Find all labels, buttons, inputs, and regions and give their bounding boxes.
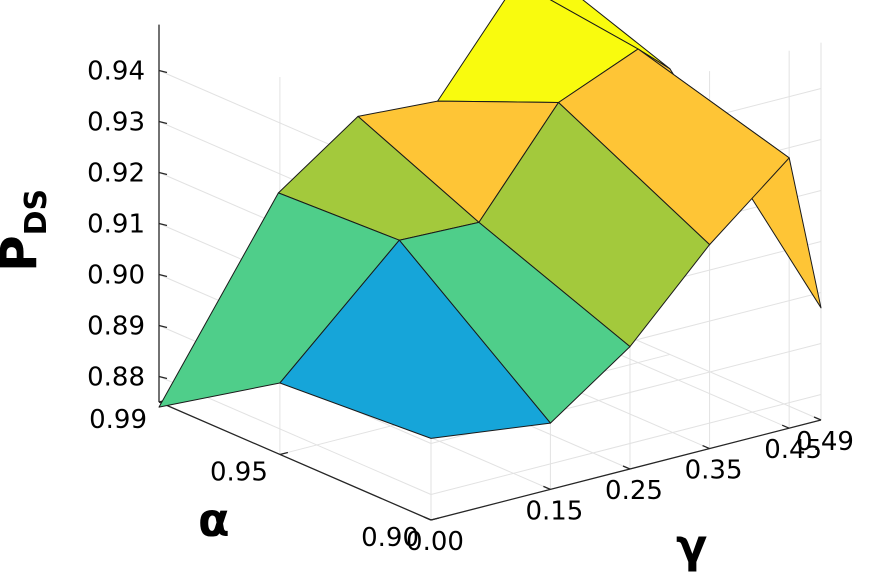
y-tick-label-0: 0.99 — [89, 405, 147, 435]
surface-patch-1-0 — [279, 239, 551, 439]
x-tick-mark-2 — [622, 465, 631, 470]
z-tick-mark-3 — [158, 222, 168, 227]
z-tick-label-3: 0.91 — [87, 210, 145, 240]
x-tick-label-4: 0.45 — [764, 435, 822, 465]
y-axis-title: α — [198, 493, 230, 547]
y-tick-label-1: 0.95 — [210, 457, 268, 487]
y-tick-mark-2 — [430, 517, 440, 521]
tick-labels: 0.00 0.15 0.25 0.35 0.450.49 0.99 0.95 0.90 0.88… — [87, 57, 854, 558]
x-tick-mark-0 — [423, 516, 432, 521]
z-tick-mark-5 — [158, 120, 168, 125]
y-axis-line — [158, 401, 432, 521]
x-tick-mark-3 — [702, 444, 710, 450]
z-tick-mark-2 — [158, 273, 168, 278]
x-axis-line — [430, 419, 822, 521]
x-tick-label-2: 0.25 — [605, 476, 663, 506]
axes — [158, 24, 822, 521]
x-tick-label-0: 0.00 — [406, 527, 464, 557]
z-tick-mark-4 — [158, 171, 168, 176]
z-tick-label-0: 0.88 — [87, 363, 145, 393]
x-tick-mark-5 — [813, 416, 822, 421]
z-tick-mark-1 — [158, 324, 168, 329]
x-tick-label-5: 0.49 — [796, 427, 854, 457]
x-tick-mark-1 — [543, 485, 551, 490]
z-tick-mark-0 — [158, 375, 168, 380]
z-tick-label-5: 0.93 — [87, 108, 145, 138]
z-axis-title-subscript: DS — [19, 189, 54, 236]
surface-patches — [158, 0, 822, 439]
x-tick-label-3: 0.35 — [685, 456, 743, 486]
z-tick-label-2: 0.90 — [87, 261, 145, 291]
z-tick-label-6: 0.94 — [87, 57, 145, 87]
z-axis-title: PDS — [0, 189, 54, 272]
y-tick-mark-1 — [279, 451, 289, 456]
x-tick-mark-4 — [781, 424, 790, 429]
x-axis-title: γ — [676, 519, 707, 573]
grid-line-back-z-0 — [430, 394, 822, 495]
x-tick-label-1: 0.15 — [525, 496, 583, 526]
z-tick-label-1: 0.89 — [87, 312, 145, 342]
y-tick-label-2: 0.90 — [361, 523, 419, 553]
z-axis-title-main: P — [0, 235, 48, 272]
z-tick-label-4: 0.92 — [87, 159, 145, 189]
z-tick-mark-6 — [158, 69, 168, 74]
